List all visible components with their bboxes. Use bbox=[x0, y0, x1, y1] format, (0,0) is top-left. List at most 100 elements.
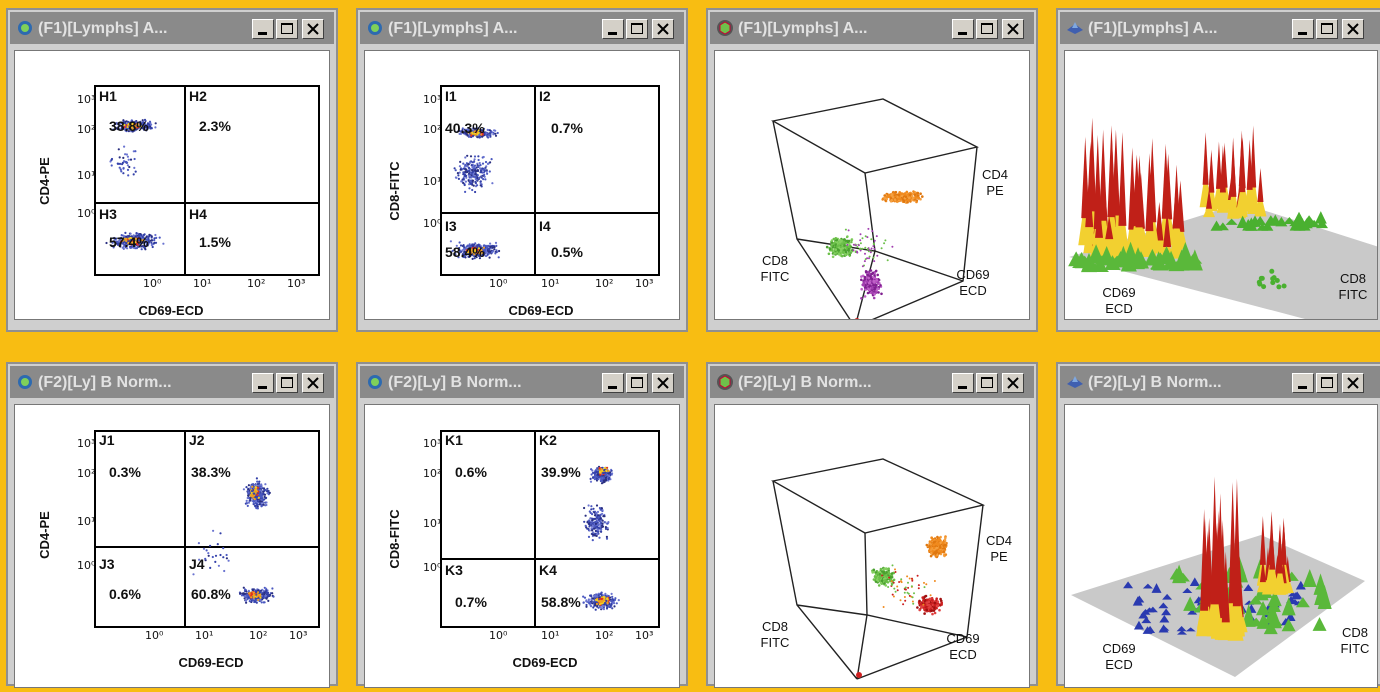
event-dot bbox=[841, 247, 845, 250]
x-tick-label: 10² bbox=[249, 629, 267, 642]
maximize-button[interactable] bbox=[626, 373, 648, 393]
event-dot bbox=[596, 599, 599, 602]
event-dot bbox=[861, 283, 864, 287]
event-dot bbox=[253, 497, 256, 501]
event-dot bbox=[247, 589, 250, 592]
axis-label-cd69: CD69 bbox=[956, 267, 989, 282]
event-dot bbox=[260, 483, 263, 486]
window-bottom-3d-cube[interactable]: (F2)[Ly] B Norm... CD4 PE CD8 FITC CD69 … bbox=[706, 362, 1038, 688]
minimize-button[interactable] bbox=[1292, 19, 1314, 39]
close-button[interactable] bbox=[302, 19, 324, 39]
event-dot bbox=[932, 546, 936, 550]
event-dot bbox=[262, 490, 265, 493]
event-dot bbox=[478, 135, 481, 138]
plot-area[interactable]: 10³ 10² 10¹ 10⁰ 10⁰ 10¹ 10² 10³ CD69-ECD… bbox=[14, 404, 330, 688]
event-dot bbox=[120, 170, 123, 173]
event-dot bbox=[117, 125, 120, 128]
plot-area[interactable]: 10³ 10² 10¹ 10⁰ 10⁰ 10¹ 10² 10³ CD69-ECD… bbox=[364, 50, 680, 320]
plot-area[interactable]: CD4 PE CD8 FITC CD69 ECD bbox=[714, 50, 1030, 320]
event-dot bbox=[258, 485, 261, 488]
plot-area[interactable]: CD69 ECD CD8 FITC bbox=[1064, 50, 1378, 320]
3d-cube-plot: CD4 PE CD8 FITC CD69 ECD bbox=[761, 458, 1012, 680]
event-dot bbox=[464, 170, 467, 173]
title-bar[interactable]: (F1)[Lymphs] A... bbox=[710, 12, 1034, 44]
maximize-button[interactable] bbox=[626, 19, 648, 39]
close-button[interactable] bbox=[652, 373, 674, 393]
event-dot bbox=[122, 119, 125, 122]
event-dot bbox=[594, 522, 597, 525]
maximize-button[interactable] bbox=[1316, 19, 1338, 39]
maximize-button[interactable] bbox=[976, 373, 998, 393]
event-dot bbox=[471, 135, 474, 138]
window-top-cd4-dotplot[interactable]: (F1)[Lymphs] A... 10³ 10² 10¹ 10⁰ 10⁰ 10… bbox=[6, 8, 338, 332]
event-dot bbox=[874, 269, 878, 273]
title-bar[interactable]: (F2)[Ly] B Norm... bbox=[10, 366, 334, 398]
event-dot bbox=[860, 278, 863, 282]
event-dot bbox=[479, 184, 482, 187]
plot-area[interactable]: CD4 PE CD8 FITC CD69 ECD bbox=[714, 404, 1030, 688]
title-bar[interactable]: (F1)[Lymphs] A... bbox=[1060, 12, 1380, 44]
close-button[interactable] bbox=[1342, 19, 1364, 39]
window-top-cd8-dotplot[interactable]: (F1)[Lymphs] A... 10³ 10² 10¹ 10⁰ 10⁰ 10… bbox=[356, 8, 688, 332]
event-dot bbox=[251, 493, 254, 496]
event-dot bbox=[599, 524, 602, 527]
event-dot bbox=[611, 472, 614, 475]
close-button[interactable] bbox=[652, 19, 674, 39]
event-dot bbox=[144, 248, 147, 251]
maximize-button[interactable] bbox=[276, 19, 298, 39]
event-dot bbox=[476, 184, 479, 187]
density-peak bbox=[1132, 208, 1147, 252]
event-dot bbox=[841, 242, 844, 245]
event-dot bbox=[488, 133, 491, 136]
window-top-3d-surface[interactable]: (F1)[Lymphs] A... CD69 ECD CD8 FITC bbox=[1056, 8, 1380, 332]
minimize-button[interactable] bbox=[602, 373, 624, 393]
event-dot bbox=[869, 251, 872, 254]
event-dot bbox=[252, 593, 255, 596]
plot-area[interactable]: 10³ 10² 10¹ 10⁰ 10⁰ 10¹ 10² 10³ CD69-ECD… bbox=[14, 50, 330, 320]
density-peak bbox=[1172, 177, 1181, 229]
title-bar[interactable]: (F2)[Ly] B Norm... bbox=[360, 366, 684, 398]
event-dot bbox=[154, 241, 158, 244]
close-button[interactable] bbox=[302, 373, 324, 393]
window-bottom-cd8-dotplot[interactable]: (F2)[Ly] B Norm... 10³ 10² 10¹ 10⁰ 10⁰ 1… bbox=[356, 362, 688, 688]
window-top-3d-cube[interactable]: (F1)[Lymphs] A... CD4 PE CD8 FITC CD69 E… bbox=[706, 8, 1038, 332]
event-dot bbox=[110, 244, 114, 247]
event-dot bbox=[612, 599, 615, 602]
event-dot bbox=[602, 476, 605, 479]
event-dot bbox=[225, 557, 228, 560]
event-dot bbox=[875, 283, 878, 287]
quadrant-name: K1 bbox=[445, 432, 463, 448]
minimize-button[interactable] bbox=[952, 373, 974, 393]
event-dot bbox=[591, 469, 594, 472]
event-dot bbox=[137, 237, 140, 240]
plot-area[interactable]: 10³ 10² 10¹ 10⁰ 10⁰ 10¹ 10² 10³ CD69-ECD… bbox=[364, 404, 680, 688]
title-bar[interactable]: (F1)[Lymphs] A... bbox=[360, 12, 684, 44]
quadrant-value: 39.9% bbox=[541, 464, 581, 480]
event-dot bbox=[936, 543, 939, 546]
event-dot bbox=[866, 280, 869, 284]
minimize-button[interactable] bbox=[602, 19, 624, 39]
event-dot bbox=[847, 229, 850, 232]
event-dot bbox=[130, 243, 133, 246]
event-dot bbox=[214, 560, 217, 563]
event-dot bbox=[833, 252, 836, 255]
window-bottom-cd4-dotplot[interactable]: (F2)[Ly] B Norm... 10³ 10² 10¹ 10⁰ 10⁰ 1… bbox=[6, 362, 338, 688]
event-dot bbox=[463, 128, 466, 131]
minimize-button[interactable] bbox=[252, 373, 274, 393]
title-bar[interactable]: (F1)[Lymphs] A... bbox=[10, 12, 334, 44]
event-dot bbox=[590, 473, 593, 476]
event-dot bbox=[461, 249, 464, 252]
event-dot bbox=[474, 178, 477, 181]
event-dot bbox=[598, 506, 601, 510]
event-dot bbox=[587, 527, 590, 530]
maximize-button[interactable] bbox=[976, 19, 998, 39]
event-dot bbox=[863, 278, 866, 281]
event-dot bbox=[265, 501, 268, 504]
close-button[interactable] bbox=[1002, 19, 1024, 39]
minimize-button[interactable] bbox=[252, 19, 274, 39]
maximize-button[interactable] bbox=[276, 373, 298, 393]
minimize-button[interactable] bbox=[952, 19, 974, 39]
title-bar[interactable]: (F2)[Ly] B Norm... bbox=[710, 366, 1034, 398]
close-button[interactable] bbox=[1002, 373, 1024, 393]
event-dot bbox=[481, 251, 484, 254]
